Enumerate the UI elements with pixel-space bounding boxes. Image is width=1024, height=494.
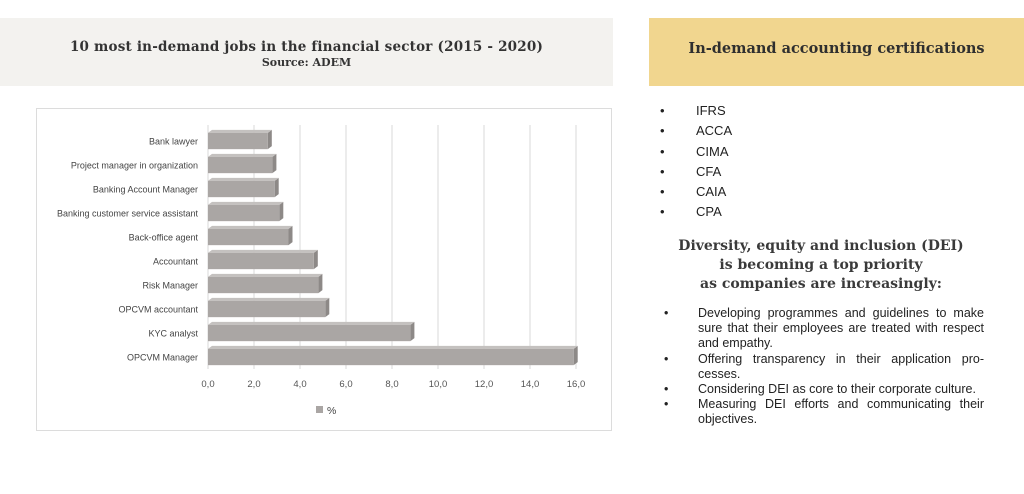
bar-side [274,177,279,198]
category-label: OPCVM accountant [118,305,198,315]
dei-item: Offering transparency in their applicati… [664,352,984,382]
bar-side [325,297,330,318]
category-label: Banking customer service assistant [57,209,199,219]
bar-side [318,273,323,294]
bar-top [208,129,272,133]
certification-item: ACCA [660,121,732,142]
bar-side [573,345,578,366]
category-label: Project manager in organization [71,161,198,171]
certification-item: CPA [660,202,732,223]
legend-swatch [316,406,323,413]
bar [208,252,314,270]
bar [208,276,319,294]
x-tick-label: 16,0 [567,379,586,390]
bar [208,228,289,246]
bar [208,204,280,222]
dei-item: Measuring DEI efforts and communicating … [664,397,984,427]
bar [208,156,273,174]
bar-side [272,153,277,174]
category-label: Banking Account Manager [93,185,198,195]
bar [208,300,326,318]
x-tick-label: 4,0 [293,379,306,390]
legend-label: % [327,405,336,417]
bar-top [208,321,415,325]
dei-title-line: is becoming a top priority [719,257,923,273]
certifications-header: In-demand accounting certifications [649,18,1024,86]
certification-item: CAIA [660,182,732,203]
bar-side [313,249,318,270]
bar [208,348,574,366]
category-label: OPCVM Manager [127,353,198,363]
category-label: Bank lawyer [149,137,198,147]
bar-top [208,153,277,157]
chart-source: Source: ADEM [261,56,352,69]
category-label: Back-office agent [129,233,199,243]
certification-item: CFA [660,162,732,183]
dei-item: Considering DEI as core to their corpora… [664,382,984,397]
bar-side [267,129,272,150]
certification-item: IFRS [660,101,732,122]
category-label: KYC analyst [148,329,198,339]
x-tick-label: 2,0 [247,379,260,390]
bar-side [279,201,284,222]
dei-item: Developing programmes and guidelines to … [664,306,984,352]
dei-title-line: Diversity, equity and inclusion (DEI) [678,238,964,254]
x-tick-label: 10,0 [429,379,448,390]
category-label: Risk Manager [142,281,198,291]
bar [208,324,411,342]
bar-chart-svg: 0,0 2,0 4,0 6,0 8,0 10,0 12,0 14,0 16,0 Bank lawy… [57,125,586,417]
dei-list: Developing programmes and guidelines to … [664,306,984,428]
bar [208,180,275,198]
bar-side [410,321,415,342]
bar-side [288,225,293,246]
bar-chart: 0,0 2,0 4,0 6,0 8,0 10,0 12,0 14,0 16,0 Bank lawy… [36,108,612,431]
bar-top [208,249,318,253]
dei-title: Diversity, equity and inclusion (DEI) is… [651,237,991,294]
x-tick-label: 8,0 [385,379,398,390]
bar [208,132,268,150]
x-tick-label: 0,0 [201,379,214,390]
dei-title-line: as companies are increasingly: [700,276,942,292]
bar-top [208,297,330,301]
bar-top [208,177,279,181]
bar-top [208,225,293,229]
certifications-list: IFRS ACCA CIMA CFA CAIA CPA [660,101,732,223]
chart-title-box: 10 most in-demand jobs in the financial … [0,18,613,86]
chart-title: 10 most in-demand jobs in the financial … [69,39,544,55]
bar-top [208,201,284,205]
category-label: Accountant [153,257,199,267]
x-tick-label: 12,0 [475,379,494,390]
x-tick-label: 6,0 [339,379,352,390]
x-tick-label: 14,0 [521,379,540,390]
bar-top [208,345,578,349]
bar-top [208,273,323,277]
certification-item: CIMA [660,142,732,163]
